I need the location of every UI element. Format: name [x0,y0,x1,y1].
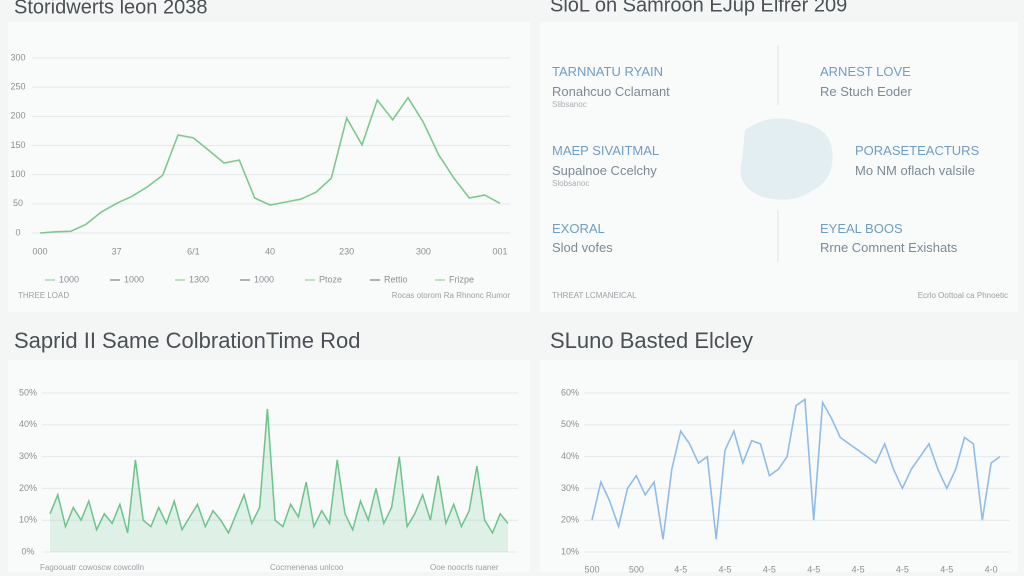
legend-label: Frizpe [449,274,474,284]
x-tick-label: 4-5 [719,564,732,574]
y-tick-label: 10% [19,515,37,525]
chart-note: Fagoouatr cowoscw cowcolln [40,563,144,572]
info-heading: MAEP SIVAITMAL [552,143,660,158]
panel [8,360,530,572]
panel [8,22,530,312]
info-heading: TARNNATU RYAIN [552,64,663,79]
footer-note: Ecrlo Oottoal ca Phnoetic [918,291,1008,300]
x-tick-label: 40 [265,246,275,256]
y-tick-label: 40% [561,451,579,461]
y-tick-label: 100 [10,169,25,179]
data-line [39,96,501,234]
legend-label: 1000 [59,274,79,284]
x-tick-label: 4-5 [940,564,953,574]
y-tick-label: 200 [10,111,25,121]
info-text: Supalnoe Ccelchy [552,163,657,178]
chart-title: Storidwerts leon 2038 [14,0,207,18]
info-heading: EXORAL [552,221,605,236]
x-tick-label: 300 [416,246,431,256]
x-tick-label: 4-5 [763,564,776,574]
chart-note: Cocrnenenas unlcoo [270,563,344,572]
y-tick-label: 30% [19,451,37,461]
x-tick-label: 500 [629,564,644,574]
y-tick-label: 20% [19,483,37,493]
footer-note: THREAT LCMANEICAL [552,291,637,300]
x-tick-label: 230 [339,246,354,256]
legend-label: 1000 [124,274,144,284]
info-heading: PORASETEACTURS [855,143,980,158]
info-text: Mo NM oflach valsile [855,163,975,178]
info-text: Re Stuch Eoder [820,84,912,99]
legend-label: Ptoze [319,274,342,284]
y-tick-label: 50 [13,198,23,208]
x-tick-label: 001 [492,246,507,256]
panel-title: SloL on Samroon EJup Elfrer 209 [550,0,847,16]
x-tick-label: 4-5 [852,564,865,574]
x-tick-label: 500 [584,564,599,574]
chart-title: SLuno Basted Elcley [550,328,753,353]
info-heading: EYEAL BOOS [820,221,903,236]
info-heading: ARNEST LOVE [820,64,911,79]
x-tick-label: 37 [112,246,122,256]
y-tick-label: 20% [561,515,579,525]
info-text: Slod vofes [552,240,613,255]
x-tick-label: 000 [32,246,47,256]
y-tick-label: 10% [561,546,579,556]
y-tick-label: 0% [21,546,34,556]
x-tick-label: 4-5 [674,564,687,574]
y-tick-label: 300 [10,52,25,62]
info-text: Rrne Comnent Exishats [820,240,958,255]
y-tick-label: 30% [561,483,579,493]
info-sub: Slibsanoc [552,100,587,109]
y-tick-label: 250 [10,82,25,92]
legend-label: 1300 [189,274,209,284]
chart-title: Saprid II Same ColbrationTime Rod [14,328,360,353]
chart-note: THREE LOAD [18,291,69,300]
x-tick-label: 6/1 [187,246,200,256]
legend-label: Rettio [384,274,408,284]
x-tick-label: 4-0 [985,564,998,574]
y-tick-label: 150 [10,140,25,150]
y-tick-label: 60% [561,387,579,397]
map-shape [740,118,833,200]
info-text: Ronahcuo Cclamant [552,84,670,99]
x-tick-label: 4-5 [896,564,909,574]
y-tick-label: 50% [561,419,579,429]
y-tick-label: 0 [15,227,20,237]
legend-label: 1000 [254,274,274,284]
y-tick-label: 40% [19,419,37,429]
data-line [49,408,509,535]
data-area [50,408,508,552]
chart-note: Rocas otorom Ra Rhnonc Rumor [392,291,511,300]
chart-note: Ooe noocrls ruaner [430,563,499,572]
y-tick-label: 50% [19,387,37,397]
x-tick-label: 4-5 [807,564,820,574]
data-line [591,397,1001,540]
panel [540,360,1018,572]
info-sub: Slobsanoc [552,179,590,188]
